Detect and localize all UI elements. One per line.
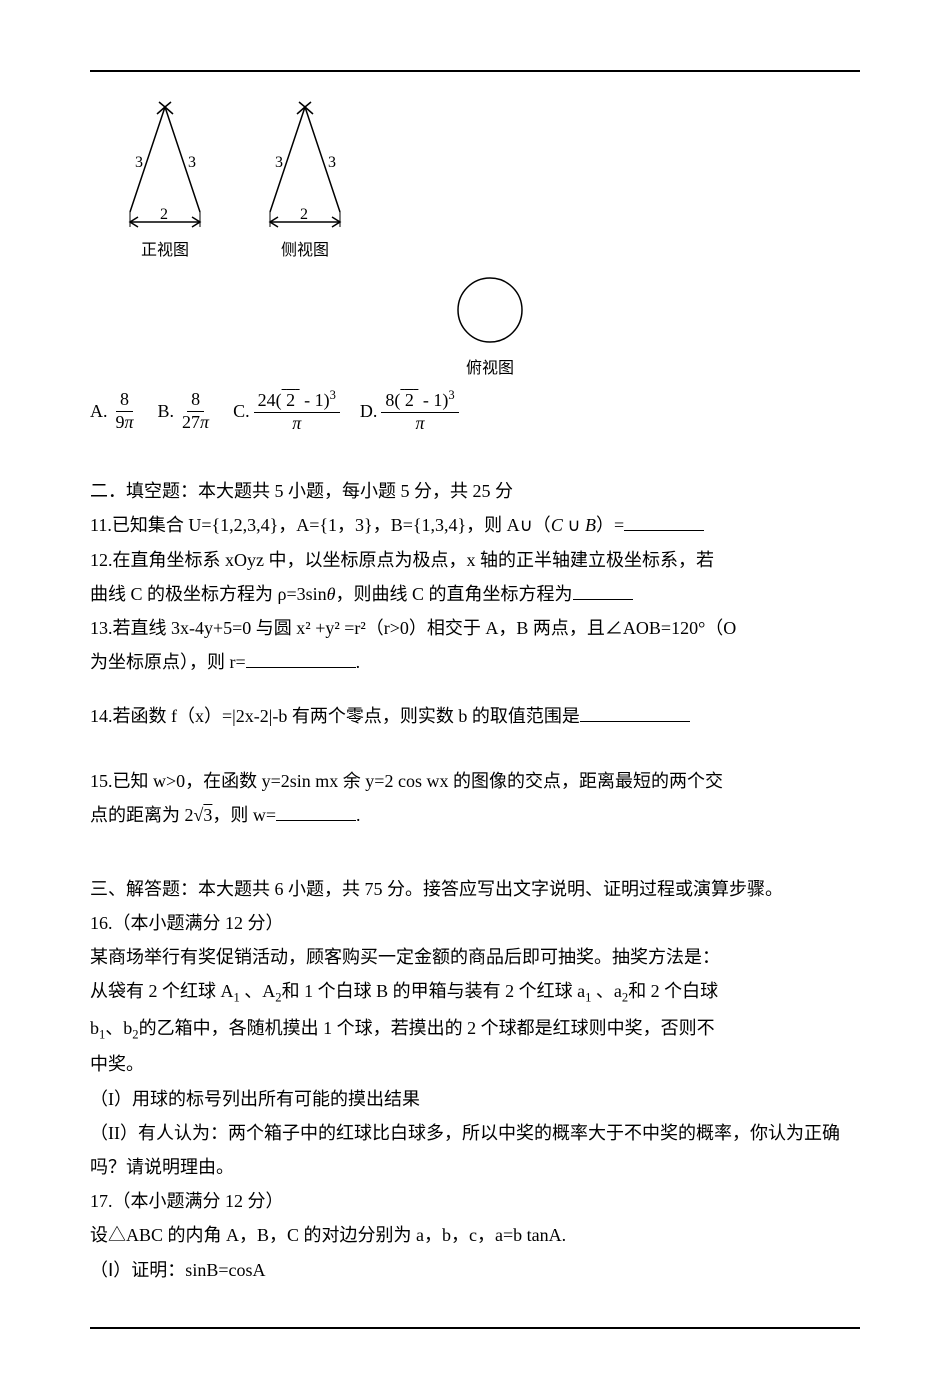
option-c-numpre: 24 — [258, 390, 276, 410]
section3-title: 三、解答题：本大题共 6 小题，共 75 分。接答应写出文字说明、证明过程或演算… — [90, 872, 860, 906]
q15: 15.已知 w>0，在函数 y=2sin mx 余 y=2 cos wx 的图像… — [90, 764, 860, 832]
q11-u: ∪ — [567, 515, 580, 535]
q11-pre: 11.已知集合 U={1,2,3,4}，A={1，3}，B={1,3,4}，则 … — [90, 515, 551, 535]
pi-d: π — [416, 413, 425, 433]
front-base-label: 2 — [160, 206, 168, 223]
q11-blank — [624, 512, 704, 531]
q11: 11.已知集合 U={1,2,3,4}，A={1，3}，B={1,3,4}，则 … — [90, 508, 860, 542]
pi-c: π — [292, 413, 301, 433]
three-view-diagrams: 3 3 2 正视图 3 3 — [110, 92, 860, 260]
option-a-num: 8 — [116, 389, 133, 412]
q16-l2a: 从袋有 2 个红球 A — [90, 981, 234, 1001]
q17-l1: 设△ABC 的内角 A，B，C 的对边分别为 a，b，c，a=b tanA. — [90, 1218, 860, 1252]
q15-blank — [276, 802, 356, 821]
q16-l2b: 、A — [240, 981, 276, 1001]
q13-l2: 为坐标原点），则 r= — [90, 652, 246, 672]
option-c-sqrt: 2 — [286, 390, 295, 410]
q16-l3b: 、b — [105, 1018, 132, 1038]
q13: 13.若直线 3x-4y+5=0 与圆 x² +y² =r²（r>0）相交于 A… — [90, 611, 860, 679]
front-view-group: 3 3 2 正视图 — [110, 92, 220, 260]
option-c-exp: 3 — [330, 388, 336, 402]
q16-l2e: 和 2 个白球 — [628, 981, 718, 1001]
q13-l1: 13.若直线 3x-4y+5=0 与圆 x² +y² =r²（r>0）相交于 A… — [90, 618, 736, 638]
front-left-label: 3 — [135, 154, 143, 171]
top-view-svg — [450, 270, 530, 350]
q17-head: 17.（本小题满分 12 分） — [90, 1184, 860, 1218]
q16-body: 某商场举行有奖促销活动，顾客购买一定金额的商品后即可抽奖。抽奖方法是： 从袋有 … — [90, 940, 860, 1081]
q14-text: 14.若函数 f（x）=|2x-2|-b 有两个零点，则实数 b 的取值范围是 — [90, 706, 580, 726]
side-view-group: 3 3 2 侧视图 — [250, 92, 360, 260]
q16-p2: （II）有人认为：两个箱子中的红球比白球多，所以中奖的概率大于不中奖的概率，你认… — [90, 1116, 860, 1184]
q11-c: C — [551, 515, 563, 535]
q14-blank — [580, 703, 690, 722]
q12-l1: 12.在直角坐标系 xOyz 中，以坐标原点为极点，x 轴的正半轴建立极坐标系，… — [90, 550, 714, 570]
top-rule — [90, 70, 860, 72]
q16-l1: 某商场举行有奖促销活动，顾客购买一定金额的商品后即可抽奖。抽奖方法是： — [90, 947, 720, 967]
front-view-svg: 3 3 2 — [110, 92, 220, 232]
option-a-letter: A. — [90, 401, 108, 422]
q13-l2b: . — [356, 652, 361, 672]
mc-options: A. 8 9π B. 8 27π C. 24( 2 - 1)3 π D. 8( … — [90, 388, 860, 434]
option-d-sqrt: 2 — [405, 390, 414, 410]
option-b-letter: B. — [158, 401, 175, 422]
option-d-exp: 3 — [448, 388, 454, 402]
q16-p1: （I）用球的标号列出所有可能的摸出结果 — [90, 1082, 860, 1116]
option-b: B. 8 27π — [158, 389, 214, 433]
side-view-svg: 3 3 2 — [250, 92, 360, 232]
option-d-minus: - 1 — [418, 390, 442, 410]
q13-blank — [246, 649, 356, 668]
pi-a: π — [125, 412, 134, 432]
option-b-num: 8 — [187, 389, 204, 412]
q12-blank — [573, 581, 633, 600]
q16-head: 16.（本小题满分 12 分） — [90, 906, 860, 940]
pi-b: π — [200, 412, 209, 432]
q16-l2c: 和 1 个白球 B 的甲箱与装有 2 个红球 a — [282, 981, 586, 1001]
q14: 14.若函数 f（x）=|2x-2|-b 有两个零点，则实数 b 的取值范围是 — [90, 699, 860, 733]
q12-l2a: 曲线 C 的极坐标方程为 ρ=3sin — [90, 584, 327, 604]
q15-l2c: . — [356, 805, 361, 825]
q12-theta: θ — [327, 584, 336, 604]
section2-title: 二．填空题：本大题共 5 小题，每小题 5 分，共 25 分 — [90, 474, 860, 508]
option-b-den: 27 — [182, 412, 200, 432]
side-base-label: 2 — [300, 206, 308, 223]
top-view-label: 俯视图 — [466, 354, 514, 378]
q11-mid: ）= — [596, 515, 624, 535]
front-right-label: 3 — [188, 154, 196, 171]
q16-l3c: 的乙箱中，各随机摸出 1 个球，若摸出的 2 个球都是红球则中奖，否则不 — [139, 1018, 715, 1038]
side-left-label: 3 — [275, 154, 283, 171]
option-a-den: 9 — [116, 412, 125, 432]
front-view-label: 正视图 — [141, 236, 189, 260]
q12: 12.在直角坐标系 xOyz 中，以坐标原点为极点，x 轴的正半轴建立极坐标系，… — [90, 543, 860, 611]
q16-l4: 中奖。 — [90, 1054, 144, 1074]
q16-l2d: 、a — [591, 981, 622, 1001]
option-d-numpre: 8 — [385, 390, 394, 410]
q16-l3a: b — [90, 1018, 99, 1038]
option-d: D. 8( 2 - 1)3 π — [360, 388, 459, 434]
q15-l2b: ，则 w= — [212, 805, 276, 825]
side-view-label: 侧视图 — [281, 236, 329, 260]
q17-p1: （Ⅰ）证明：sinB=cosA — [90, 1253, 860, 1287]
bottom-rule — [90, 1327, 860, 1329]
q12-l2b: ，则曲线 C 的直角坐标方程为 — [336, 584, 573, 604]
top-view-group: 俯视图 — [120, 270, 860, 378]
option-c: C. 24( 2 - 1)3 π — [233, 388, 340, 434]
option-c-minus: - 1 — [300, 390, 324, 410]
side-right-label: 3 — [328, 154, 336, 171]
option-c-letter: C. — [233, 401, 250, 422]
option-a: A. 8 9π — [90, 389, 138, 433]
q15-l2a: 点的距离为 2 — [90, 805, 194, 825]
q15-l1: 15.已知 w>0，在函数 y=2sin mx 余 y=2 cos wx 的图像… — [90, 771, 723, 791]
option-d-letter: D. — [360, 401, 378, 422]
q11-b: B — [585, 515, 596, 535]
